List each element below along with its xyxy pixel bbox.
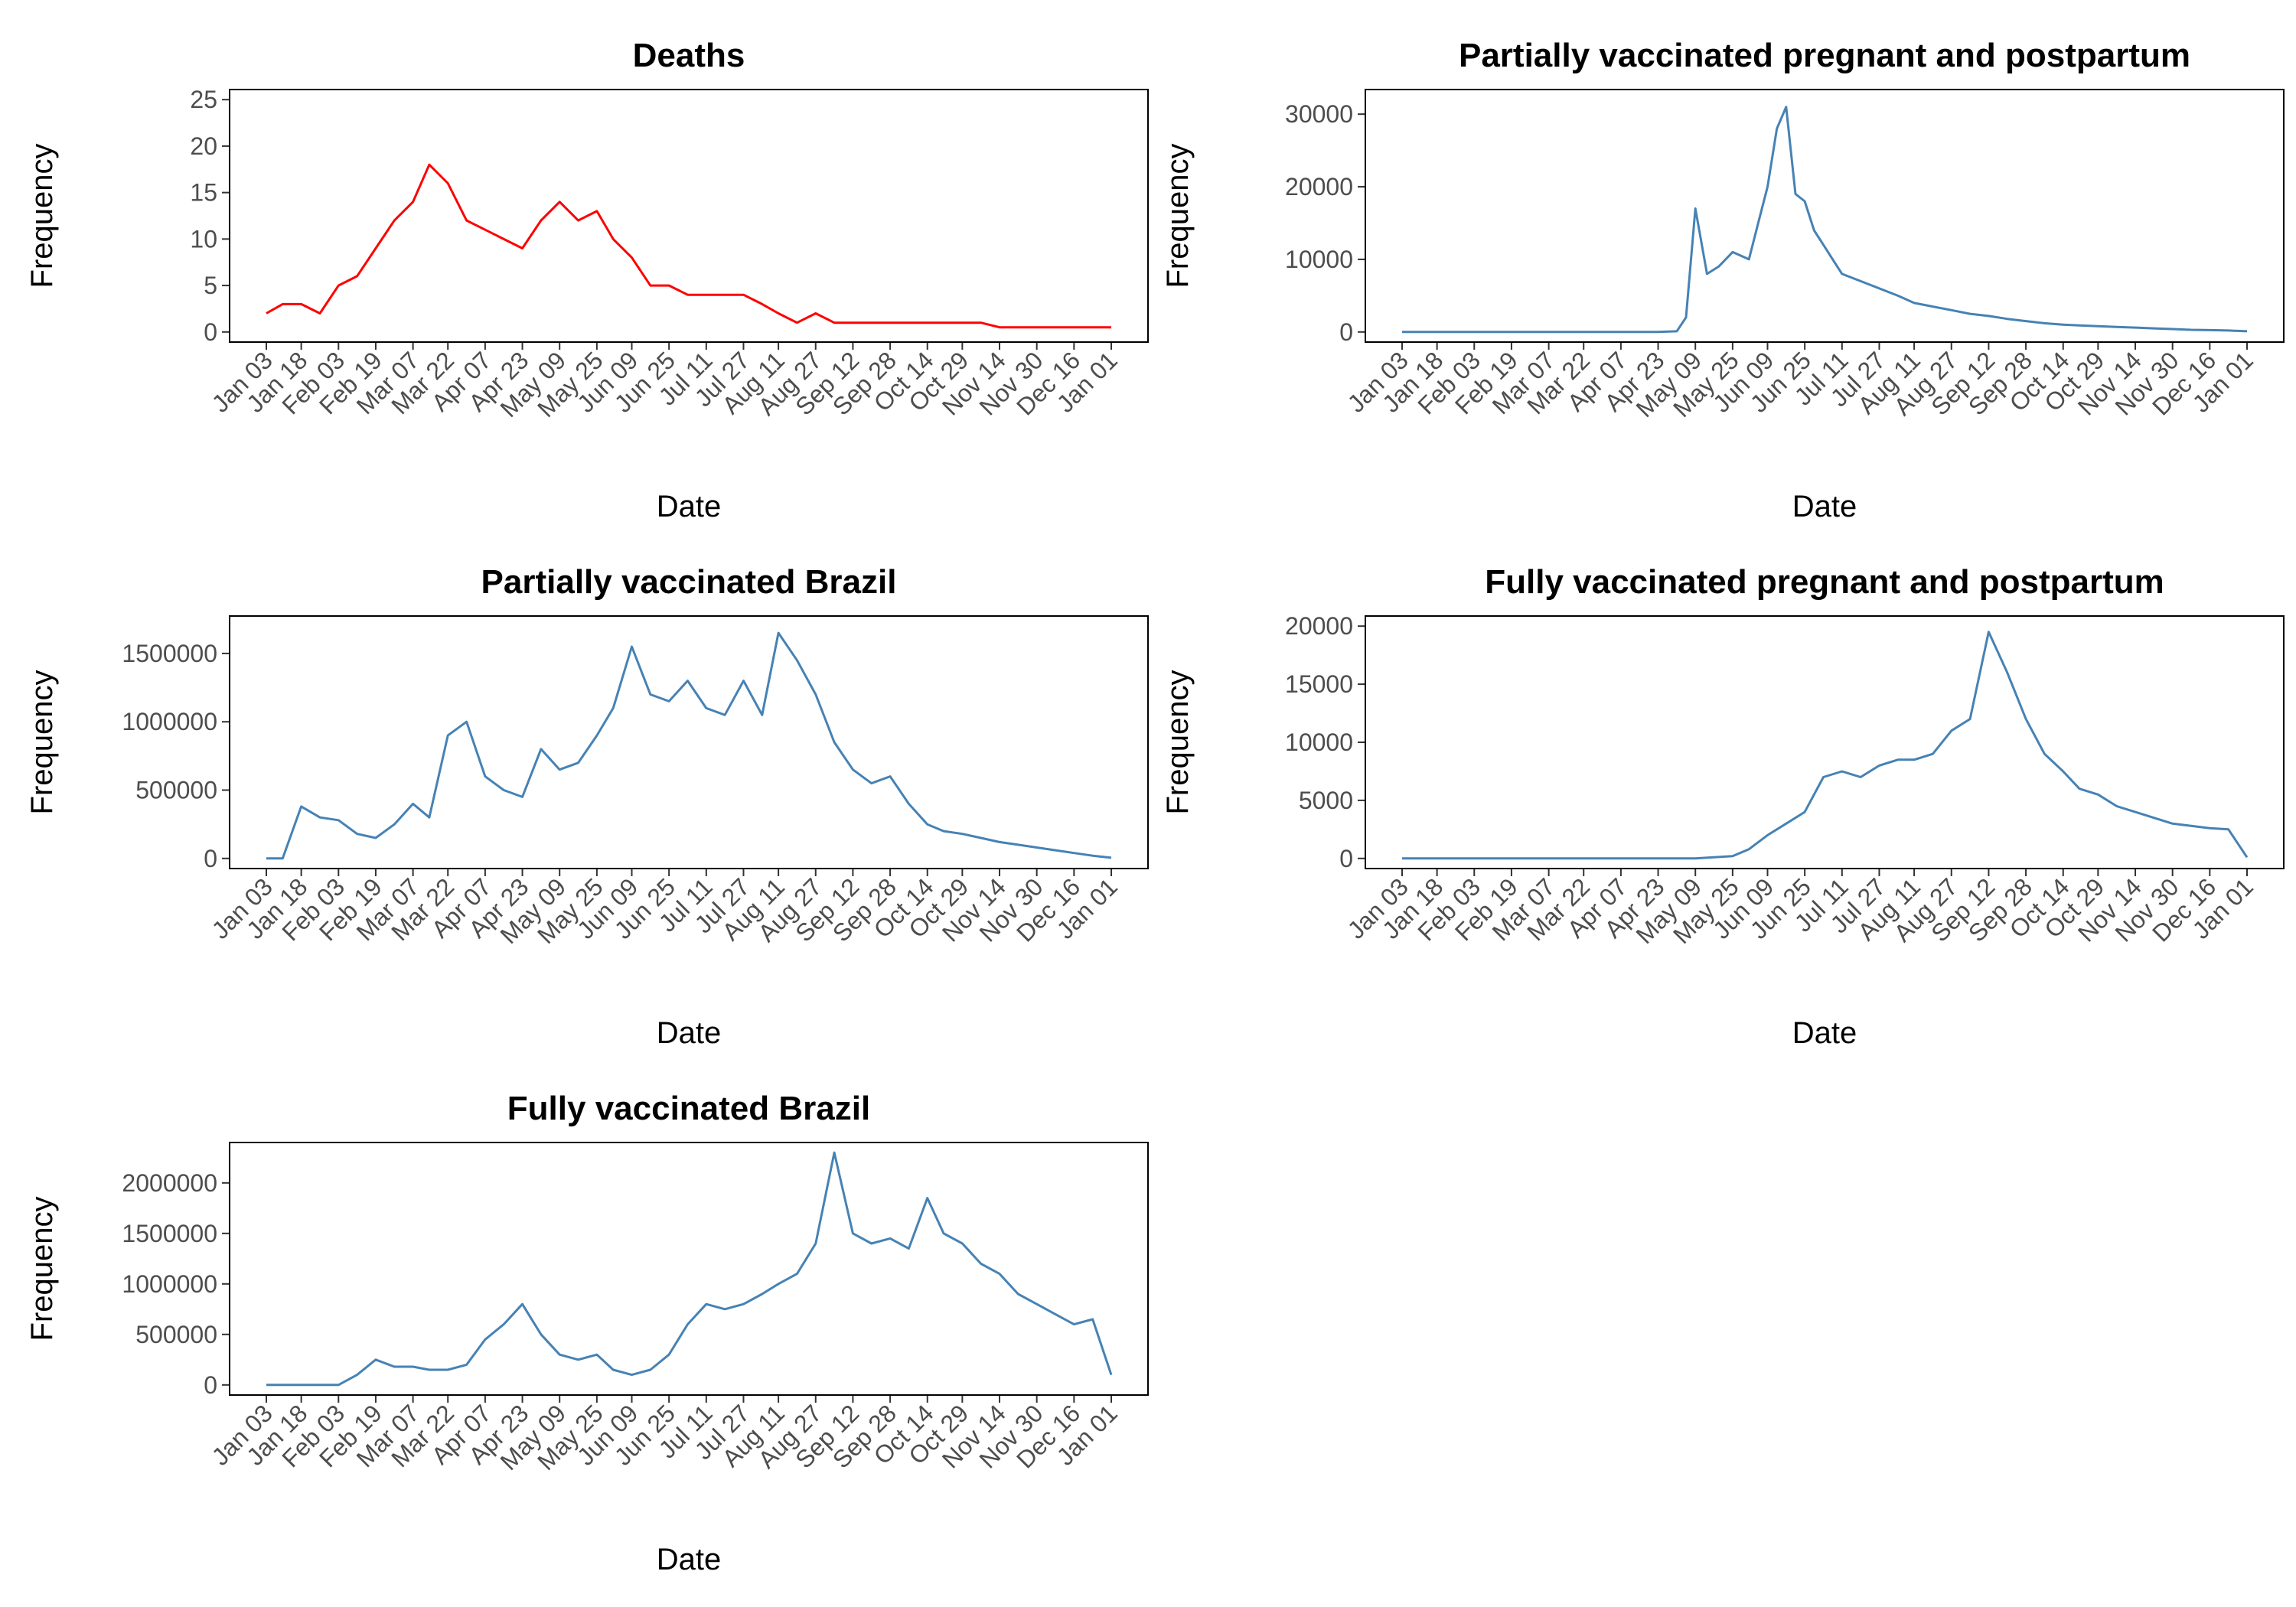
y-tick-label: 15000 <box>1285 670 1353 698</box>
x-axis-label: Date <box>657 490 722 523</box>
y-tick-label: 1500000 <box>122 640 217 667</box>
panel-title: Fully vaccinated Brazil <box>507 1090 870 1127</box>
series-line <box>266 631 1112 860</box>
y-tick-label: 0 <box>1339 318 1353 346</box>
y-tick-label: 1500000 <box>122 1220 217 1247</box>
panel-border <box>1365 89 2285 343</box>
x-axis-label: Date <box>1792 490 1857 523</box>
panel-title: Fully vaccinated pregnant and postpartum <box>1485 563 2164 601</box>
y-axis-label: Frequency <box>25 670 59 815</box>
y-axis-label: Frequency <box>25 1197 59 1341</box>
panel-title: Partially vaccinated pregnant and postpa… <box>1459 37 2190 74</box>
y-axis-label: Frequency <box>1161 670 1195 815</box>
x-axis-label: Date <box>1792 1016 1857 1050</box>
y-tick-label: 20 <box>190 132 217 160</box>
y-tick-label: 0 <box>204 1371 217 1399</box>
y-tick-label: 10000 <box>1285 246 1353 273</box>
y-tick-label: 1000000 <box>122 708 217 735</box>
chart-panel-4: Fully vaccinated pregnant and postpartum… <box>1161 563 2285 1050</box>
y-tick-label: 25 <box>190 86 217 113</box>
x-axis-label: Date <box>657 1016 722 1050</box>
chart-panel-2: Partially vaccinated pregnant and postpa… <box>1161 37 2285 523</box>
y-tick-label: 10000 <box>1285 729 1353 756</box>
y-tick-label: 5 <box>204 272 217 299</box>
panel-border <box>229 89 1149 343</box>
y-tick-label: 500000 <box>135 1321 217 1348</box>
y-axis-label: Frequency <box>25 144 59 288</box>
y-tick-label: 2000000 <box>122 1169 217 1197</box>
y-tick-label: 30000 <box>1285 100 1353 128</box>
series-line <box>266 1151 1113 1387</box>
panel-border <box>229 615 1149 869</box>
panel-border <box>1365 615 2285 869</box>
y-tick-label: 0 <box>1339 845 1353 872</box>
y-tick-label: 0 <box>204 318 217 346</box>
y-tick-label: 20000 <box>1285 173 1353 200</box>
panel-border <box>229 1142 1149 1396</box>
y-tick-label: 5000 <box>1299 787 1353 814</box>
chart-panel-3: Partially vaccinated Brazil 0 500000 100000… <box>25 563 1149 1050</box>
y-tick-label: 0 <box>204 845 217 872</box>
y-axis-label: Frequency <box>1161 144 1195 288</box>
y-tick-label: 500000 <box>135 777 217 804</box>
series-line <box>1402 106 2248 334</box>
y-tick-label: 20000 <box>1285 612 1353 640</box>
panel-title: Deaths <box>633 37 745 74</box>
series-line <box>1402 631 2249 860</box>
x-axis-label: Date <box>657 1543 722 1576</box>
series-line <box>266 163 1111 329</box>
y-tick-label: 15 <box>190 179 217 207</box>
y-tick-label: 10 <box>190 225 217 253</box>
y-tick-label: 1000000 <box>122 1270 217 1298</box>
panel-title: Partially vaccinated Brazil <box>481 563 897 601</box>
chart-panel-5: Fully vaccinated Brazil 0 500000 1000000 150… <box>25 1090 1149 1576</box>
